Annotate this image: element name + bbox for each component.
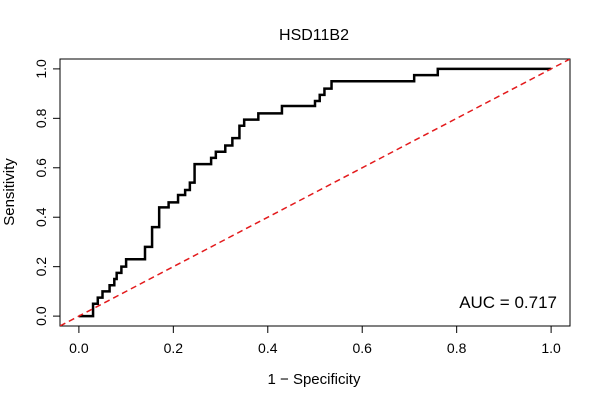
x-tick-label: 0.6 xyxy=(352,340,372,356)
y-axis: 0.0 0.2 0.4 0.6 0.8 1.0 xyxy=(33,59,60,326)
series-layer xyxy=(60,59,570,326)
y-tick-label: 0.6 xyxy=(33,158,49,178)
chart-title: HSD11B2 xyxy=(279,27,349,44)
x-axis-label: 1 − Specificity xyxy=(268,371,361,388)
x-tick-label: 1.0 xyxy=(541,340,561,356)
x-tick-label: 0.4 xyxy=(258,340,278,356)
y-tick-label: 0.8 xyxy=(33,108,49,128)
auc-annotation: AUC = 0.717 xyxy=(459,293,557,312)
y-tick-label: 0.0 xyxy=(33,306,49,326)
reference-diagonal-line xyxy=(60,59,570,326)
roc-curve-line xyxy=(78,67,552,318)
y-tick-label: 1.0 xyxy=(33,59,49,79)
y-tick-label: 0.4 xyxy=(33,207,49,227)
x-tick-label: 0.8 xyxy=(447,340,467,356)
y-axis-label: Sensitivity xyxy=(1,158,18,226)
y-tick-label: 0.2 xyxy=(33,257,49,277)
x-tick-label: 0.0 xyxy=(69,340,89,356)
plot-frame xyxy=(59,58,571,327)
x-axis: 0.0 0.2 0.4 0.6 0.8 1.0 xyxy=(69,326,561,356)
x-tick-label: 0.2 xyxy=(164,340,184,356)
